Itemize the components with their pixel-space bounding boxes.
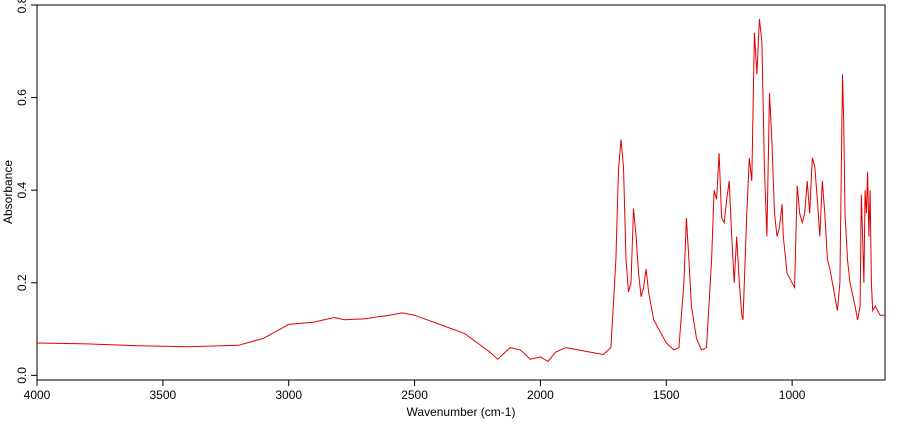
y-tick-label: 0.0 — [15, 367, 29, 384]
x-tick-label: 3500 — [150, 388, 177, 402]
x-tick-label: 2500 — [401, 388, 428, 402]
spectrum-line — [36, 18, 885, 363]
x-tick-label: 3000 — [275, 388, 302, 402]
x-axis-label: Wavenumber (cm-1) — [407, 405, 516, 419]
x-tick-label: 4000 — [24, 388, 51, 402]
x-tick-label: 2000 — [527, 388, 554, 402]
y-tick-label: 0.6 — [15, 89, 29, 106]
x-tick-label: 1000 — [779, 388, 806, 402]
y-tick-label: 0.2 — [15, 274, 29, 291]
y-tick-label: 0.8 — [15, 0, 29, 13]
y-axis-label: Absorbance — [1, 160, 15, 224]
y-tick-label: 0.4 — [15, 182, 29, 199]
plot-frame — [36, 4, 886, 381]
x-tick-label: 1500 — [653, 388, 680, 402]
